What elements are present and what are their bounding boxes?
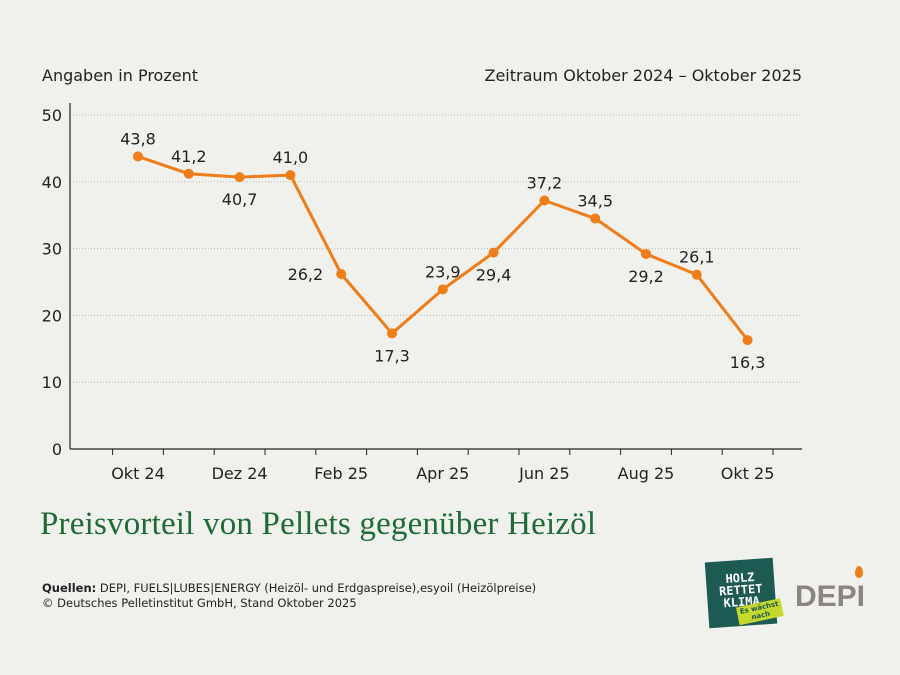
- flame-icon: [855, 566, 863, 578]
- chart-title: Preisvorteil von Pellets gegenüber Heizö…: [40, 506, 597, 542]
- data-label: 17,3: [374, 346, 410, 365]
- data-label: 37,2: [527, 174, 563, 193]
- data-point: [336, 268, 347, 279]
- y-tick-label: 0: [52, 440, 62, 459]
- holz-rettet-klima-logo: HOLZ RETTET KLIMA Es wächst nach: [704, 557, 784, 629]
- data-label: 41,0: [273, 148, 309, 167]
- data-label: 16,3: [730, 353, 766, 372]
- data-label: 26,2: [288, 265, 324, 284]
- data-label: 29,4: [476, 266, 512, 285]
- data-point: [539, 195, 550, 206]
- x-tick-label: Jun 25: [518, 464, 569, 483]
- data-point: [234, 172, 245, 183]
- data-point: [641, 248, 651, 259]
- data-point: [133, 151, 143, 162]
- y-tick-label: 30: [42, 240, 62, 259]
- x-tick-label: Aug 25: [618, 464, 675, 483]
- data-point: [590, 213, 601, 224]
- y-tick-label: 40: [42, 173, 62, 192]
- x-tick-label: Feb 25: [314, 464, 368, 483]
- sources-text: DEPI, FUELS|LUBES|ENERGY (Heizöl- und Er…: [96, 581, 537, 595]
- y-tick-label: 20: [42, 306, 62, 325]
- y-tick-label: 10: [42, 373, 62, 392]
- sources: Quellen: DEPI, FUELS|LUBES|ENERGY (Heizö…: [42, 581, 536, 611]
- line-chart: 0 10 20 30 40 50 Okt 24 Dez 24 Feb 25 Apr 25 Jun 2…: [42, 103, 802, 483]
- sources-label: Quellen:: [42, 581, 97, 595]
- y-axis-label: Angaben in Prozent: [42, 66, 198, 85]
- x-tick-label: Okt 25: [721, 464, 775, 483]
- data-point: [742, 335, 753, 346]
- copyright: © Deutsches Pelletinstitut GmbH, Stand O…: [42, 596, 357, 610]
- data-label: 26,1: [679, 248, 715, 267]
- data-label: 43,8: [120, 129, 156, 148]
- x-tick-label: Okt 24: [111, 464, 165, 483]
- data-label: 40,7: [222, 190, 258, 209]
- data-point: [387, 328, 397, 339]
- data-point: [691, 269, 702, 280]
- data-label: 23,9: [425, 262, 461, 281]
- data-point: [285, 170, 296, 181]
- data-label: 41,2: [171, 147, 207, 166]
- data-point: [437, 284, 448, 295]
- depi-logo: DEPI: [795, 580, 866, 613]
- y-tick-label: 50: [42, 106, 62, 125]
- period-label: Zeitraum Oktober 2024 – Oktober 2025: [484, 66, 803, 85]
- data-label: 34,5: [577, 192, 613, 211]
- data-point: [183, 168, 194, 179]
- x-tick-label: Dez 24: [212, 464, 268, 483]
- data-point: [488, 247, 499, 258]
- data-label: 29,2: [628, 267, 664, 286]
- x-tick-label: Apr 25: [416, 464, 469, 483]
